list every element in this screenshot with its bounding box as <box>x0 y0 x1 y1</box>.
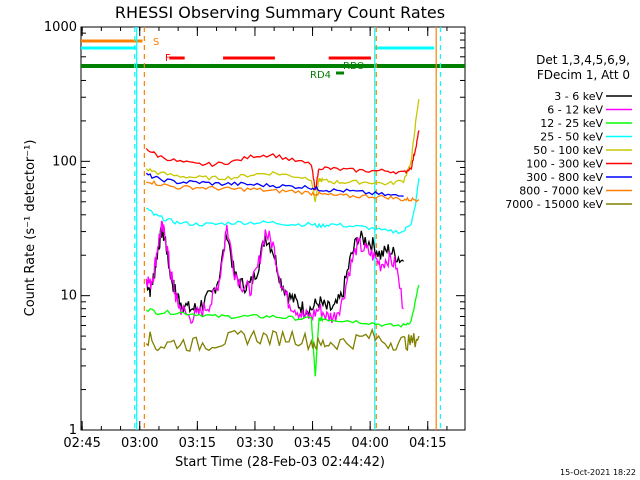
series-line-6-12-kev <box>145 220 404 325</box>
x-tick-label: 03:45 <box>294 436 331 451</box>
series-line-100-300-kev <box>145 130 420 191</box>
series-line-50-100-kev <box>145 99 420 203</box>
legend-label: 6 - 12 keV <box>547 104 603 117</box>
y-tick-label: 1000 <box>44 20 77 35</box>
series-line-7000-15000-kev <box>145 327 420 352</box>
legend-label: 800 - 7000 keV <box>519 185 603 198</box>
annotation-label: S <box>153 37 159 48</box>
legend-label: 12 - 25 keV <box>540 117 603 130</box>
x-axis-label: Start Time (28-Feb-03 02:44:42) <box>175 455 385 470</box>
series-line-3-6-kev <box>145 226 405 317</box>
series-line-300-800-kev <box>145 172 404 197</box>
legend-label: 100 - 300 keV <box>526 158 603 171</box>
y-tick-label: 100 <box>52 154 77 169</box>
x-tick-label: 04:00 <box>351 436 388 451</box>
x-tick-label: 04:15 <box>409 436 446 451</box>
footer-timestamp: 15-Oct-2021 18:22 <box>560 468 636 477</box>
legend-label: 25 - 50 keV <box>540 131 603 144</box>
x-tick-label: 03:30 <box>236 436 273 451</box>
annotation-label: RD4 <box>310 70 331 81</box>
annotation-label: F <box>165 53 171 64</box>
series-line-800-7000-kev <box>146 179 420 203</box>
y-axis-label: Count Rate (s⁻¹ detector⁻¹) <box>23 140 38 317</box>
legend-label: 3 - 6 keV <box>554 90 603 103</box>
y-tick-label: 1 <box>69 423 77 438</box>
legend-header-line-1: Det 1,3,4,5,6,9, <box>536 53 630 67</box>
legend-label: 7000 - 15000 keV <box>505 198 603 211</box>
chart-title: RHESSI Observing Summary Count Rates <box>115 3 445 22</box>
plot-area: 1 10 100 1000 02:45 03:00 03:15 03:30 03:45 04:00… <box>44 20 466 451</box>
series-line-25-50-kev <box>146 178 420 235</box>
y-tick-label: 10 <box>60 289 77 304</box>
annotation-label: RBO <box>343 61 365 72</box>
x-tick-label: 03:00 <box>121 436 158 451</box>
legend-header-line-2: FDecim 1, Att 0 <box>537 68 630 82</box>
plot-frame <box>80 26 466 431</box>
legend-label: 300 - 800 keV <box>526 171 603 184</box>
legend-label: 50 - 100 keV <box>533 144 603 157</box>
legend: Det 1,3,4,5,6,9, FDecim 1, Att 0 3 - 6 k… <box>505 53 632 211</box>
x-tick-label: 02:45 <box>63 436 100 451</box>
x-tick-label: 03:15 <box>179 436 216 451</box>
